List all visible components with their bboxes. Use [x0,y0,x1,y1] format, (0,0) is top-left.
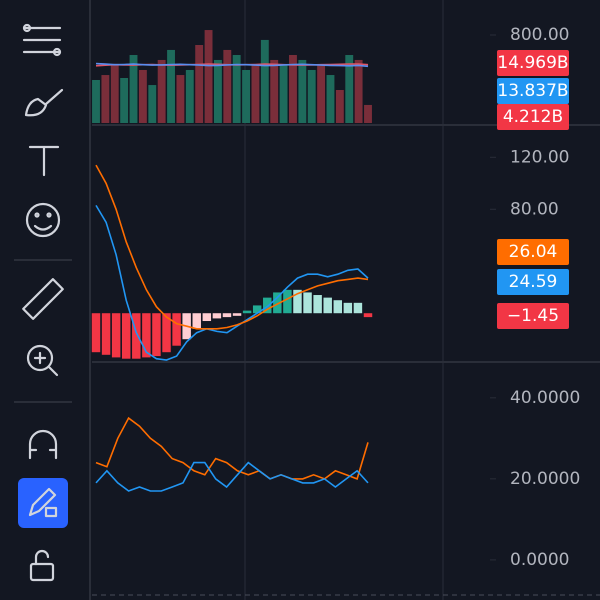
price-tag [497,239,569,265]
draw-lock-icon [28,487,58,518]
y-tick-label: 120.00 [510,147,569,167]
bar [213,59,222,123]
ruler-tool[interactable] [22,278,64,320]
bar [307,69,316,123]
bar [232,313,242,316]
bar [148,85,157,123]
bar [242,310,252,314]
bar [333,300,343,314]
bar [313,295,322,314]
bar [120,78,129,123]
price-tag-label: −1.45 [507,306,559,326]
lines-tool[interactable] [22,23,62,57]
bar [364,104,372,123]
bar [111,313,121,358]
price-tag [497,269,569,295]
bar [317,65,326,123]
bar [176,75,185,123]
bar [204,30,213,124]
bar [242,69,251,123]
price-tag [497,104,569,130]
bar [172,313,181,346]
bar [293,289,302,314]
price-tag-label: 24.59 [509,272,558,292]
bar [298,59,307,123]
zoom-tool[interactable] [26,344,59,377]
price-tag [497,50,569,76]
bar [162,313,171,353]
bar [132,313,141,359]
bar [273,292,282,314]
bar [289,55,297,124]
bar [202,313,212,322]
toolbar [14,0,91,600]
bar [167,49,175,123]
line [95,62,369,68]
emoji-tool[interactable] [25,202,61,238]
bar [121,313,131,359]
y-tick-label: 80.00 [510,199,559,219]
bar [343,302,353,314]
line [95,416,369,480]
bar [92,79,100,123]
bar [270,59,279,123]
bar [335,89,344,123]
bar [222,313,232,318]
line [95,461,369,492]
bar [251,65,260,123]
bar [326,75,335,123]
bar [212,313,222,319]
bar [157,59,166,123]
y-tick-label: 20.0000 [510,469,580,489]
bar [223,49,232,123]
draw-lock-button[interactable] [18,478,68,528]
bar [353,302,363,314]
price-tag-label: 13.837B [497,81,568,101]
bar [263,297,272,314]
bar [363,313,373,318]
text-tool[interactable] [28,145,60,177]
bar [345,55,354,124]
line [95,164,369,330]
price-tag-label: 14.969B [497,53,568,73]
line [95,204,369,361]
bar [192,313,201,329]
bar [138,69,147,123]
magnet-tool[interactable] [28,429,58,460]
y-tick-label: 0.0000 [510,550,569,570]
bar [152,313,161,357]
bar [283,289,292,314]
bar [260,39,269,123]
price-tag-label: 4.212B [503,107,563,127]
bar [129,55,138,124]
price-tag-label: 26.04 [509,242,558,262]
y-tick-label: 40.0000 [510,388,580,408]
price-tag [497,303,569,329]
grid [92,0,600,600]
bar [101,313,111,355]
bar [232,55,241,124]
bar [303,292,312,314]
bar [354,59,363,123]
bar [323,297,332,314]
bar [101,75,110,123]
bar [185,69,194,123]
bar [195,44,204,124]
bar [252,305,262,314]
price-tag [497,78,569,104]
bar [279,65,288,123]
bar [91,313,101,353]
bar [142,313,151,358]
brush-tool[interactable] [24,88,64,117]
bar [110,65,119,123]
y-tick-label: 800.00 [510,25,569,45]
unlock-tool[interactable] [29,549,55,582]
